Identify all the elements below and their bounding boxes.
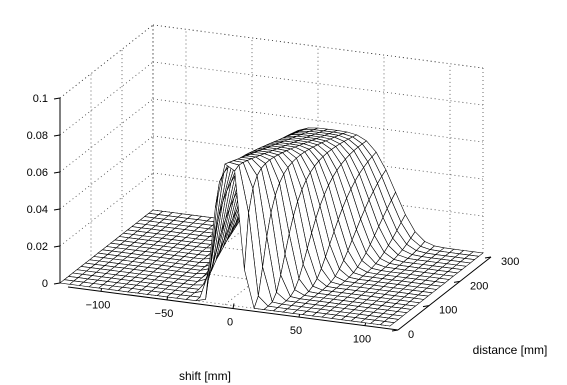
z-gridline-left-wall: [59, 61, 154, 136]
y-tick: [391, 329, 399, 332]
y-tick-label: 0: [408, 329, 414, 341]
z-tick-label: 0.06: [27, 167, 48, 179]
surface-cell: [379, 321, 395, 327]
z-gridline-back-wall: [152, 61, 484, 106]
z-tick: [53, 208, 61, 211]
z-tick-label: 0.08: [27, 130, 48, 142]
surface-mesh: [59, 127, 484, 327]
z-tick: [53, 171, 61, 174]
z-tick-label: 0.02: [27, 241, 48, 253]
z-tick: [53, 245, 61, 248]
z-tick: [53, 282, 61, 285]
x-tick-label: −100: [86, 299, 111, 311]
x-tick-label: 50: [290, 325, 302, 337]
y-tick-label: 300: [501, 256, 519, 268]
y-axis-label: distance [mm]: [473, 343, 548, 357]
z-tick: [53, 97, 61, 100]
z-tick-label: 0.1: [33, 93, 48, 105]
x-tick: [232, 303, 235, 309]
x-tick-label: 100: [353, 334, 371, 346]
z-tick-label: 0: [42, 278, 48, 290]
z-gridline-left-wall: [59, 98, 154, 173]
x-tick-label: −50: [155, 308, 174, 320]
z-gridline-left-wall: [59, 135, 154, 210]
y-axis-line: [397, 256, 492, 331]
axes-layer: [53, 97, 492, 332]
y-tick: [422, 305, 430, 308]
y-tick-label: 100: [439, 305, 457, 317]
x-tick-label: 0: [227, 317, 233, 329]
y-tick: [484, 256, 492, 259]
z-tick-label: 0.04: [27, 204, 48, 216]
y-tick: [453, 280, 461, 283]
box-edge: [59, 24, 154, 99]
z-tick: [53, 134, 61, 137]
y-tick-label: 200: [470, 280, 488, 292]
labels-layer: shift [mm] distance [mm] 0 0.02 0.04 0.06 0.…: [27, 93, 548, 383]
x-axis-label: shift [mm]: [179, 369, 231, 383]
